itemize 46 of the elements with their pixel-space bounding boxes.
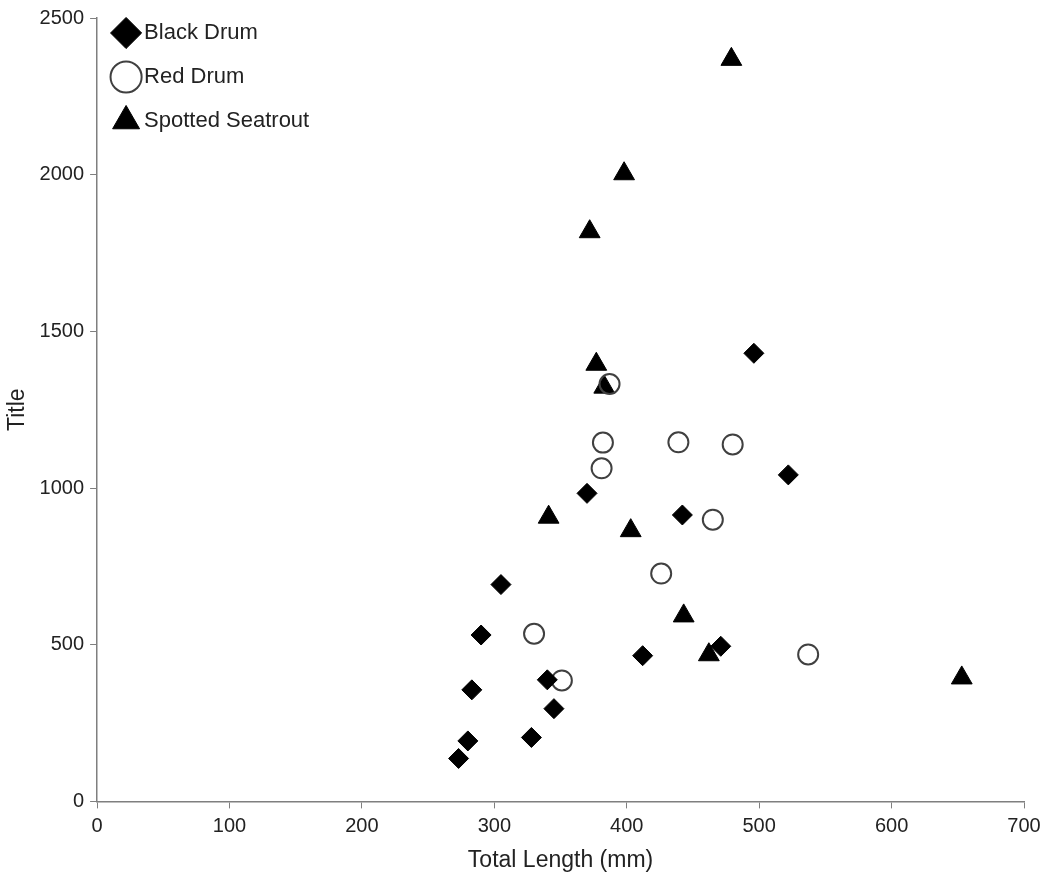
point: [710, 635, 732, 657]
point: [591, 431, 614, 454]
point: [613, 161, 635, 181]
legend-label: Red Drum: [144, 63, 245, 89]
y-tick-label: 0: [72, 788, 85, 811]
point: [550, 669, 573, 692]
point: [490, 574, 512, 596]
y-axis-title: Title: [3, 388, 30, 431]
point: [543, 698, 565, 720]
point: [743, 342, 765, 364]
point: [598, 373, 621, 395]
point: [523, 622, 546, 645]
y-tick-label: 1000: [39, 475, 85, 498]
point: [671, 504, 693, 526]
point: [797, 643, 820, 666]
x-tick-label: 0: [91, 813, 103, 836]
point: [721, 433, 744, 456]
point: [578, 219, 601, 239]
point: [590, 457, 613, 480]
point: [461, 679, 483, 701]
y-tick-label: 500: [50, 632, 85, 655]
x-tick-label: 200: [345, 813, 379, 836]
legend-label: Black Drum: [144, 19, 258, 45]
x-tick-label: 500: [742, 813, 776, 836]
legend-label: Spotted Seatrout: [144, 107, 310, 133]
x-tick-label: 100: [212, 813, 247, 836]
point: [720, 46, 743, 66]
x-tick-label: 600: [874, 813, 909, 836]
x-axis-title: Total Length (mm): [467, 845, 654, 872]
point: [701, 508, 724, 531]
y-tick-label: 1500: [39, 318, 85, 341]
x-tick-label: 700: [1007, 813, 1041, 836]
point: [576, 482, 598, 504]
point: [470, 624, 492, 646]
point: [777, 464, 799, 486]
point: [667, 431, 690, 454]
point: [520, 726, 542, 748]
point: [632, 645, 654, 667]
y-tick-label: 2000: [39, 162, 85, 185]
x-tick-label: 400: [610, 813, 644, 836]
y-tick-label: 2500: [39, 5, 85, 28]
x-tick-label: 300: [477, 813, 512, 836]
point: [457, 730, 479, 752]
point: [650, 562, 673, 585]
point: [448, 747, 470, 769]
point: [536, 669, 558, 691]
